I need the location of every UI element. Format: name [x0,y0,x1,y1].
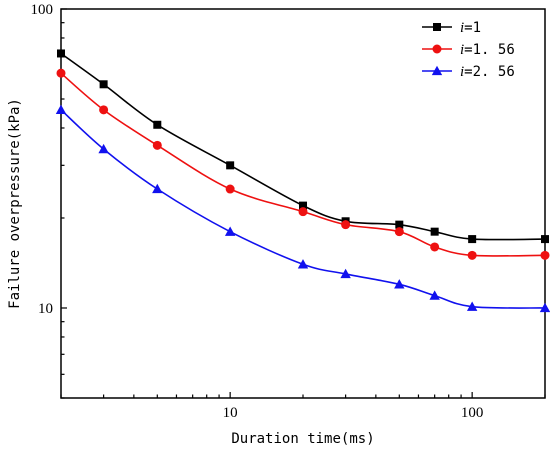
x-tick-label: 10 [223,405,238,421]
data-point [466,301,478,311]
series-layer [55,49,550,313]
data-point [152,140,162,150]
data-point [340,268,351,279]
data-point [55,104,67,114]
data-point [153,120,162,129]
series-line [60,52,546,241]
data-point [540,250,550,260]
data-point [341,220,351,230]
data-point [225,184,235,194]
y-tick-label: 100 [31,2,54,18]
data-point [98,143,109,154]
data-point [394,279,405,289]
data-point [541,235,549,244]
legend-marker [433,23,441,31]
data-point [430,242,440,252]
series-line [60,109,546,309]
data-point [394,227,404,237]
data-point [99,105,109,115]
data-point [298,207,308,217]
y-tick-label: 10 [38,301,53,317]
series-3 [55,104,550,313]
data-point [430,227,439,236]
data-point [429,290,440,300]
legend-label: i=1 [460,20,481,36]
y-axis-title: Failure overpressure(kPa) [7,98,23,309]
data-point [99,80,108,89]
series-line [60,72,546,257]
data-point [152,183,163,194]
data-point [297,259,309,269]
data-point [57,49,65,58]
data-point [226,161,235,170]
data-point [56,68,66,78]
legend-item: i=2. 56 [422,64,515,80]
data-point [467,250,477,260]
legend-label: i=2. 56 [460,64,515,80]
data-point [224,226,236,236]
axes: 10 100 10 100 Duration time(ms) Failure overp… [7,2,546,447]
legend-item: i=1. 56 [422,42,515,58]
data-point [539,302,550,313]
legend-label: i=1. 56 [460,42,515,58]
legend-marker [432,44,442,54]
data-point [468,235,477,244]
x-axis-title: Duration time(ms) [231,431,374,447]
legend: i=1 i=1. 56 i=2. 56 [422,20,515,80]
legend-item: i=1 [422,20,481,36]
series-2 [56,68,550,260]
data-point [299,201,307,210]
x-tick-label: 100 [461,405,484,421]
data-point [395,220,404,229]
legend-marker [431,65,443,76]
